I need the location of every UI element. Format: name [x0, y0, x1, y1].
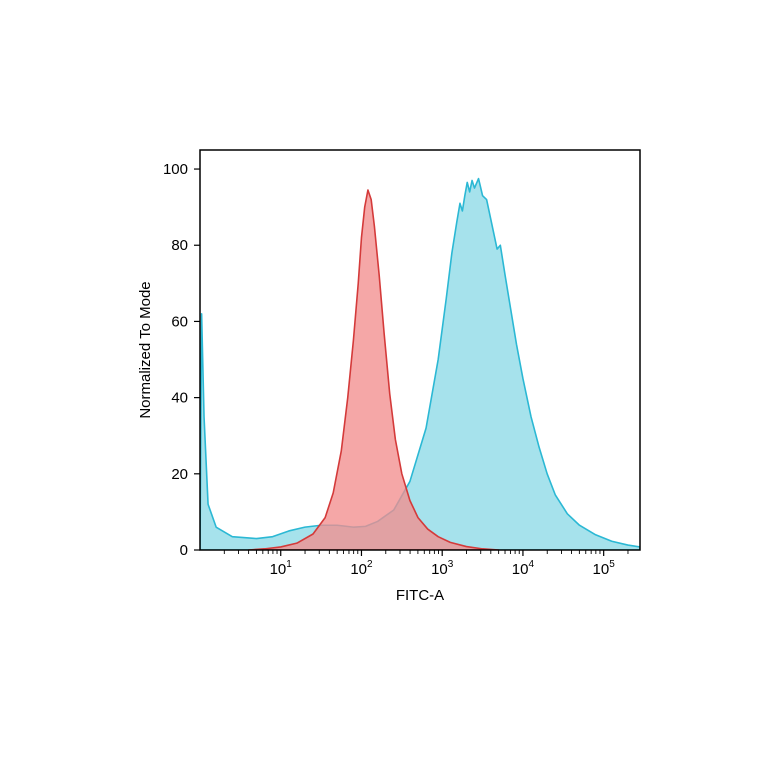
y-tick-label: 100: [163, 161, 188, 178]
y-tick-label: 0: [180, 542, 188, 559]
flow-cytometry-histogram: 020406080100Normalized To Mode1011021031…: [0, 0, 764, 764]
chart-container: 020406080100Normalized To Mode1011021031…: [0, 0, 764, 764]
y-axis-label: Normalized To Mode: [137, 281, 154, 418]
y-tick-label: 60: [171, 313, 188, 330]
y-tick-label: 40: [171, 390, 188, 407]
x-axis-label: FITC-A: [396, 587, 444, 604]
y-tick-label: 20: [171, 466, 188, 483]
y-tick-label: 80: [171, 237, 188, 254]
